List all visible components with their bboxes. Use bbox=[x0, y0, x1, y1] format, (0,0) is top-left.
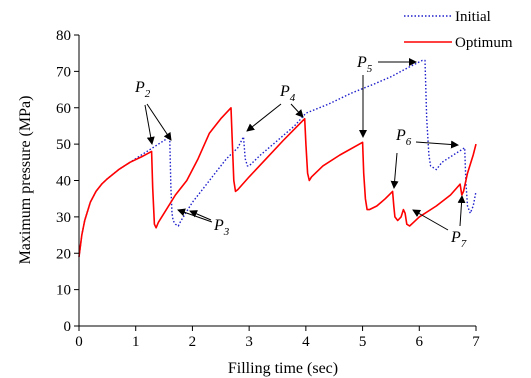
x-tick-label: 3 bbox=[245, 334, 253, 350]
svg-text:P4: P4 bbox=[279, 83, 296, 104]
y-tick-label: 30 bbox=[56, 210, 71, 226]
y-axis-title: Maximum pressure (MPa) bbox=[17, 96, 34, 265]
x-tick-label: 5 bbox=[359, 334, 367, 350]
y-tick-label: 60 bbox=[56, 101, 71, 117]
annotation-p6-sub: 6 bbox=[406, 136, 412, 148]
x-tick-label: 0 bbox=[75, 334, 83, 350]
annotation-p5: P5 bbox=[356, 54, 417, 138]
series-line-optimum bbox=[78, 107, 477, 258]
arrow-p7-a bbox=[412, 209, 449, 231]
arrow-p6-b bbox=[415, 140, 459, 149]
svg-text:P3: P3 bbox=[213, 217, 230, 238]
svg-text:P2: P2 bbox=[134, 79, 151, 100]
svg-text:P5: P5 bbox=[356, 54, 373, 75]
svg-text:P6: P6 bbox=[395, 127, 412, 148]
annotation-p3-base: P bbox=[213, 217, 224, 234]
annotation-p2: P2 bbox=[134, 79, 172, 145]
annotation-p5-base: P bbox=[356, 54, 367, 71]
legend-label-initial: Initial bbox=[455, 9, 491, 25]
svg-text:P7: P7 bbox=[450, 229, 467, 250]
y-tick-label: 0 bbox=[64, 319, 72, 335]
annotation-p2-base: P bbox=[134, 79, 145, 96]
x-tick-label: 1 bbox=[132, 334, 140, 350]
y-tick-label: 50 bbox=[56, 137, 71, 153]
series-layer bbox=[78, 59, 477, 258]
x-axis-title: Filling time (sec) bbox=[228, 360, 338, 377]
y-tick-label: 10 bbox=[56, 283, 71, 299]
annotation-p5-sub: 5 bbox=[367, 63, 373, 75]
annotation-p4-sub: 4 bbox=[290, 92, 296, 104]
legend-label-optimum: Optimum bbox=[455, 35, 513, 51]
y-tick-label: 20 bbox=[56, 246, 71, 262]
arrow-p3-b bbox=[189, 210, 212, 221]
arrow-p4-a bbox=[246, 103, 282, 132]
x-tick-label: 6 bbox=[416, 334, 424, 350]
x-tick-label: 2 bbox=[189, 334, 197, 350]
annotation-p3: P3 bbox=[177, 208, 230, 238]
annotation-p7-base: P bbox=[450, 229, 461, 246]
annotation-p4-base: P bbox=[279, 83, 290, 100]
x-tick-label: 7 bbox=[472, 334, 480, 350]
annotation-p4: P4 bbox=[246, 83, 304, 132]
x-tick-label: 4 bbox=[302, 334, 310, 350]
arrow-p7-b bbox=[457, 195, 466, 227]
legend: Initial Optimum bbox=[404, 9, 513, 51]
arrow-p2-b bbox=[146, 103, 172, 141]
annotation-p6: P6 bbox=[390, 127, 459, 189]
y-tick-label: 80 bbox=[56, 28, 71, 44]
arrow-p2-a bbox=[144, 104, 155, 145]
annotation-p2-sub: 2 bbox=[145, 88, 151, 100]
series-line-initial bbox=[78, 59, 477, 257]
arrow-p4-b bbox=[290, 103, 304, 118]
annotation-p7-sub: 7 bbox=[461, 238, 467, 250]
annotation-p6-base: P bbox=[395, 127, 406, 144]
annotation-p3-sub: 3 bbox=[223, 226, 230, 238]
arrow-p6-a bbox=[390, 152, 399, 189]
annotation-p7: P7 bbox=[412, 195, 467, 250]
y-tick-label: 40 bbox=[56, 174, 71, 190]
y-tick-label: 70 bbox=[56, 64, 71, 80]
